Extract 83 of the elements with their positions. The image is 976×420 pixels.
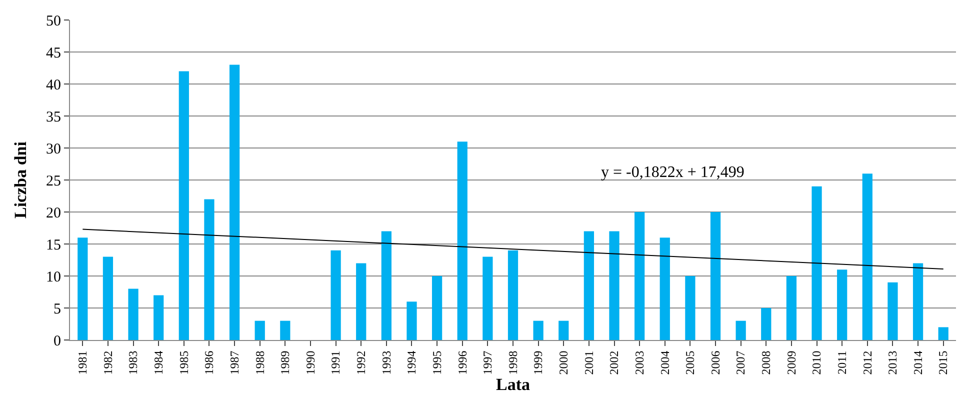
y-axis-title: Liczba dni bbox=[11, 141, 30, 218]
x-tick-label: 2006 bbox=[708, 350, 722, 375]
bar bbox=[178, 71, 189, 340]
bar bbox=[634, 212, 645, 340]
bar bbox=[102, 256, 114, 340]
bar bbox=[128, 288, 138, 340]
x-tick-label: 2001 bbox=[582, 350, 596, 375]
x-tick-label: 2003 bbox=[632, 350, 646, 375]
x-tick-label: 1988 bbox=[252, 350, 267, 375]
x-tick-label: 1998 bbox=[506, 350, 520, 375]
bar bbox=[558, 320, 569, 340]
x-tick-label: 1997 bbox=[480, 350, 495, 375]
y-tick-label: 25 bbox=[46, 173, 61, 190]
bar bbox=[154, 295, 164, 340]
x-tick-label: 1986 bbox=[202, 350, 216, 375]
bar bbox=[660, 238, 670, 340]
x-tick-label: 1992 bbox=[354, 350, 368, 375]
y-tick-label: 45 bbox=[46, 45, 61, 62]
bar bbox=[229, 64, 240, 340]
x-tick-label: 2010 bbox=[810, 350, 824, 375]
x-tick-label: 2009 bbox=[784, 350, 798, 375]
x-tick-label: 1999 bbox=[531, 350, 546, 375]
x-tick-label: 2014 bbox=[910, 350, 925, 375]
x-axis-title: Lata bbox=[496, 375, 530, 394]
bar bbox=[837, 270, 848, 340]
bar bbox=[862, 174, 872, 340]
bar bbox=[938, 327, 948, 340]
x-tick-label: 2005 bbox=[683, 350, 698, 375]
bar bbox=[356, 263, 366, 340]
bar bbox=[812, 186, 822, 340]
x-tick-label: 1991 bbox=[328, 350, 343, 375]
x-tick-label: 2007 bbox=[734, 350, 748, 375]
bar bbox=[533, 320, 544, 340]
y-tick-label: 10 bbox=[46, 269, 61, 286]
bar bbox=[736, 320, 746, 340]
bar bbox=[786, 276, 797, 340]
y-tick-label: 30 bbox=[46, 141, 61, 158]
y-tick-label: 35 bbox=[46, 109, 61, 126]
bar bbox=[204, 199, 214, 340]
bar bbox=[432, 276, 442, 340]
y-tick-label: 0 bbox=[54, 333, 61, 350]
x-tick-label: 1985 bbox=[176, 350, 191, 375]
y-tick-label: 5 bbox=[54, 301, 61, 318]
y-tick-label: 40 bbox=[46, 77, 61, 94]
y-tick-label: 15 bbox=[46, 237, 61, 254]
bar bbox=[710, 212, 721, 340]
x-tick-label: 1989 bbox=[278, 350, 292, 375]
x-tick-label: 2012 bbox=[860, 350, 874, 375]
x-tick-label: 1993 bbox=[379, 350, 394, 375]
x-tick-label: 1981 bbox=[76, 350, 90, 375]
x-tick-label: 2000 bbox=[556, 350, 571, 375]
annotation: y = -0,1822x + 17,499 bbox=[601, 164, 744, 181]
bar bbox=[78, 238, 88, 340]
bar bbox=[685, 276, 696, 340]
x-tick-label: 1983 bbox=[126, 350, 140, 375]
bar bbox=[330, 250, 341, 340]
y-tick-label: 50 bbox=[46, 13, 61, 30]
x-tick-label: 1990 bbox=[303, 350, 318, 375]
bar bbox=[457, 142, 468, 340]
x-tick-label: 1996 bbox=[455, 350, 470, 375]
x-tick-label: 1987 bbox=[227, 350, 242, 375]
bar bbox=[761, 308, 772, 340]
bar bbox=[584, 231, 594, 340]
bar bbox=[482, 256, 493, 340]
x-tick-label: 2015 bbox=[936, 350, 950, 375]
bar bbox=[381, 231, 392, 340]
bar bbox=[508, 250, 518, 340]
x-tick-label: 2008 bbox=[759, 350, 774, 375]
bar bbox=[406, 302, 417, 340]
x-tick-label: 1982 bbox=[100, 350, 115, 375]
x-tick-label: 2013 bbox=[886, 350, 900, 375]
bar bbox=[609, 231, 620, 340]
x-tick-label: 2004 bbox=[658, 350, 672, 375]
bar bbox=[280, 320, 290, 340]
x-tick-label: 1984 bbox=[152, 350, 166, 375]
bar bbox=[888, 282, 898, 340]
y-tick-label: 20 bbox=[46, 205, 61, 222]
x-tick-label: 2011 bbox=[834, 350, 849, 374]
x-tick-label: 2002 bbox=[607, 350, 622, 375]
x-tick-label: 1995 bbox=[430, 350, 444, 375]
x-tick-label: 1994 bbox=[404, 350, 419, 375]
bar bbox=[912, 263, 924, 340]
bar bbox=[254, 320, 265, 340]
